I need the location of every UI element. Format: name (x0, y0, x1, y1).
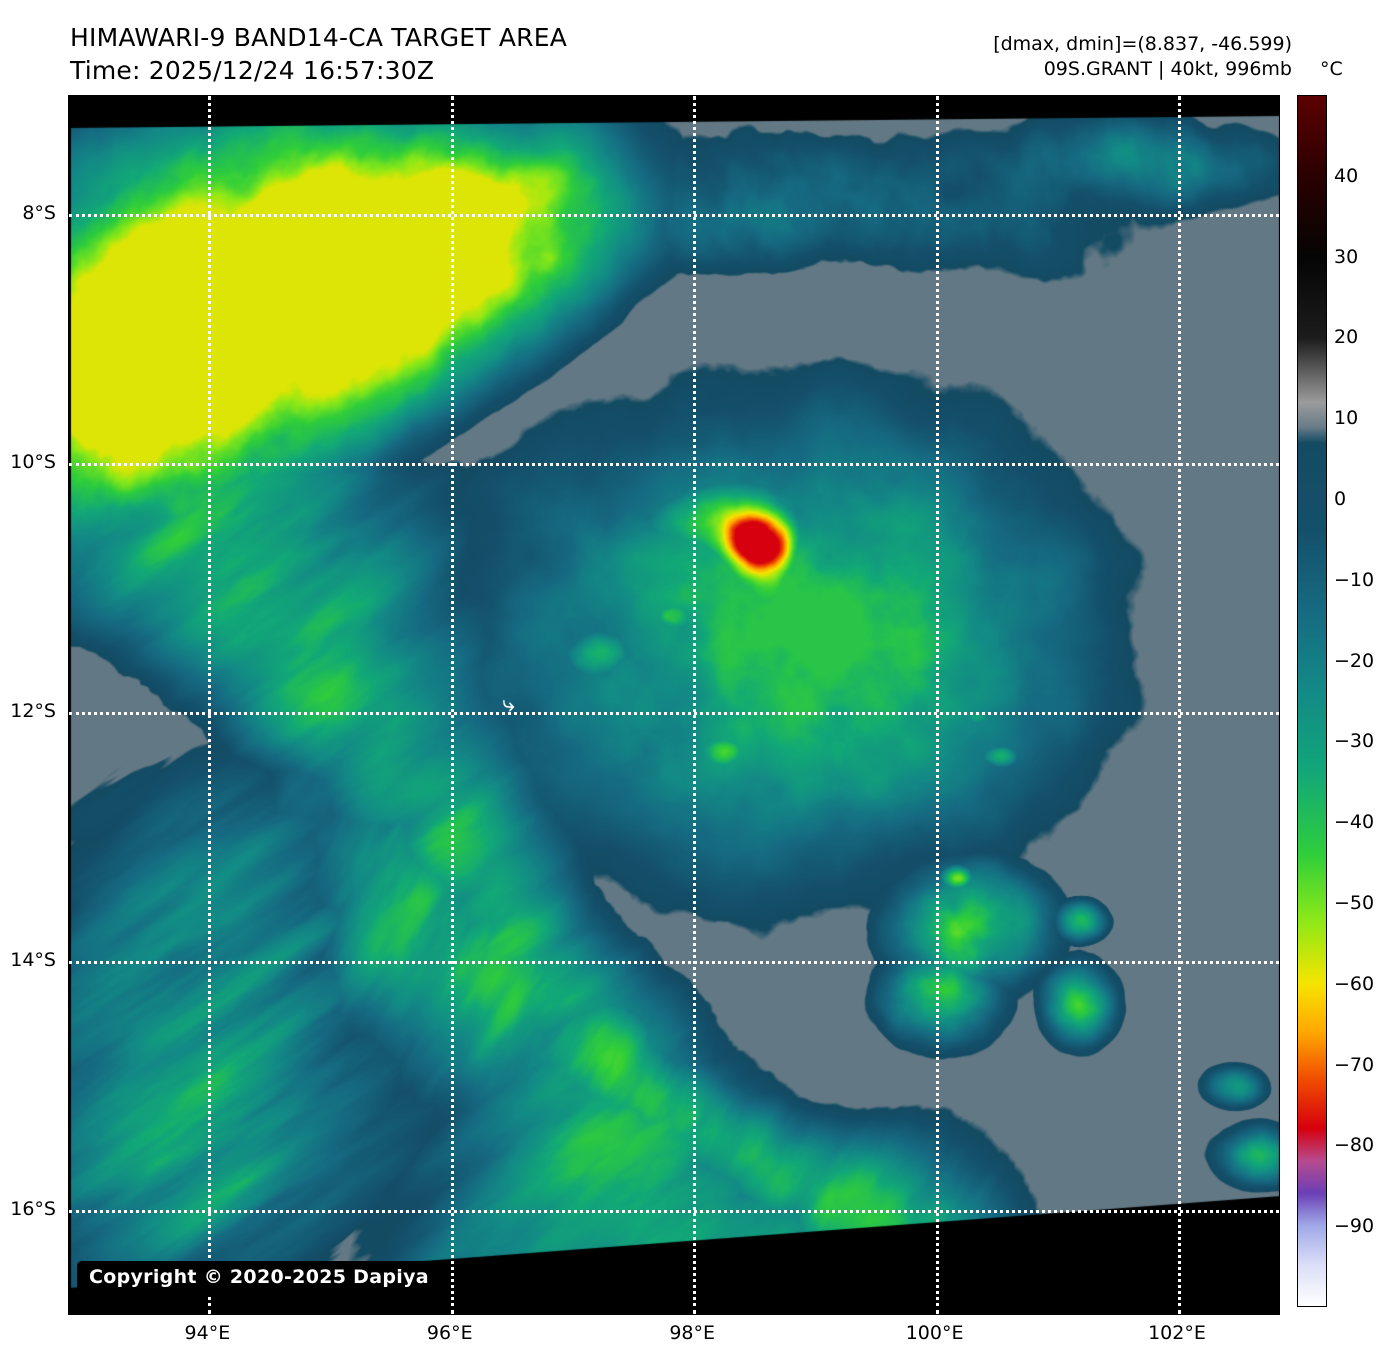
colorbar-tick-label: −10 (1334, 568, 1375, 591)
colorbar-tick-label: −30 (1334, 730, 1375, 753)
colorbar-tick-label: 0 (1334, 488, 1347, 510)
satellite-imagery-canvas (69, 96, 1279, 1314)
longitude-tick-label: 96°E (426, 1322, 473, 1344)
longitude-tick-label: 94°E (184, 1322, 231, 1344)
storm-center-marker: ⤷ (502, 692, 515, 717)
latitude-tick-label: 10°S (10, 451, 56, 474)
colorbar-tick-label: −90 (1334, 1215, 1375, 1238)
colorbar-tick-label: 40 (1334, 164, 1359, 187)
latitude-tick-label: 14°S (10, 949, 56, 972)
colorbar-tick-label: −80 (1334, 1134, 1375, 1157)
colorbar-tick-label: 20 (1334, 326, 1359, 349)
latitude-tick-label: 16°S (10, 1198, 56, 1221)
storm-info-label: 09S.GRANT | 40kt, 996mb (1043, 58, 1292, 81)
colorbar-tick-label: −20 (1334, 649, 1375, 672)
copyright-label: Copyright © 2020-2025 Dapiya (77, 1261, 441, 1294)
longitude-tick-label: 98°E (669, 1322, 716, 1344)
colorbar-tick-label: 30 (1334, 245, 1359, 268)
colorbar-gradient (1297, 95, 1327, 1307)
colorbar-tick-label: 10 (1334, 407, 1359, 430)
title-block: HIMAWARI-9 BAND14-CA TARGET AREA Time: 2… (70, 22, 567, 87)
colorbar-tick-label: −70 (1334, 1053, 1375, 1076)
colorbar-tick-label: −60 (1334, 972, 1375, 995)
longitude-tick-label: 102°E (1148, 1322, 1206, 1344)
dmax-dmin-label: [dmax, dmin]=(8.837, -46.599) (993, 33, 1292, 55)
metadata-block: [dmax, dmin]=(8.837, -46.599) 09S.GRANT … (993, 32, 1292, 82)
longitude-tick-label: 100°E (905, 1322, 964, 1344)
colorbar-wrap[interactable] (1297, 95, 1327, 1307)
latitude-tick-label: 12°S (10, 700, 56, 723)
colorbar-tick-label: −40 (1334, 811, 1375, 834)
page-title: HIMAWARI-9 BAND14-CA TARGET AREA (70, 23, 568, 52)
satellite-image-plot[interactable]: ⤷ Copyright © 2020-2025 Dapiya (68, 95, 1280, 1315)
latitude-tick-label: 8°S (22, 202, 56, 225)
colorbar-tick-label: −50 (1334, 892, 1375, 914)
timestamp-label: Time: 2025/12/24 16:57:30Z (70, 55, 435, 85)
colorbar-unit-label: °C (1320, 58, 1343, 80)
